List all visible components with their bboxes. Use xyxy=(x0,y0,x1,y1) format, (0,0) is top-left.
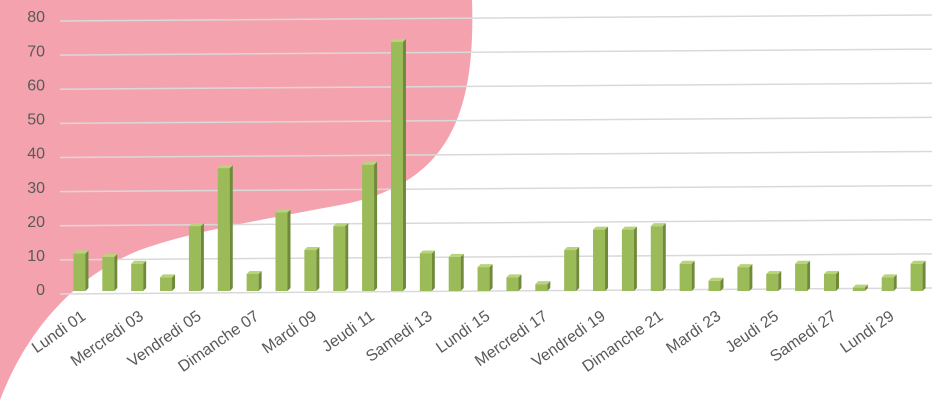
y-tick-label: 20 xyxy=(27,214,45,231)
bar xyxy=(362,165,374,291)
bar xyxy=(911,264,923,291)
bar-side xyxy=(259,271,262,291)
bar xyxy=(766,274,778,291)
bar-side xyxy=(576,247,579,291)
y-tick-label: 70 xyxy=(27,43,45,60)
y-tick-label: 80 xyxy=(27,9,45,26)
bar-side xyxy=(605,227,608,291)
bar xyxy=(506,277,518,291)
bar xyxy=(73,253,85,291)
bar-side xyxy=(230,165,233,291)
bar xyxy=(737,267,749,291)
bar xyxy=(680,264,692,291)
bar-side xyxy=(461,254,464,291)
bar xyxy=(449,257,461,291)
bar xyxy=(160,277,172,291)
x-tick-label: Mardi 09 xyxy=(259,308,320,358)
bar-side xyxy=(288,210,291,291)
bar xyxy=(102,257,114,291)
bar xyxy=(795,264,807,291)
bar xyxy=(304,250,316,291)
bar-side xyxy=(432,250,435,291)
bar xyxy=(247,274,259,291)
bar xyxy=(622,230,634,291)
bar-side xyxy=(85,250,88,291)
bar xyxy=(420,253,432,291)
bar xyxy=(131,264,143,291)
y-tick-label: 50 xyxy=(27,112,45,129)
y-tick-label: 40 xyxy=(27,146,45,163)
bar xyxy=(824,274,836,291)
bar xyxy=(709,281,721,291)
chart: 01020304050607080Lundi 01Mercredi 03Vend… xyxy=(0,0,932,410)
x-tick-label: Lundi 29 xyxy=(837,308,897,357)
bar-side xyxy=(374,162,377,291)
x-tick-label: Mardi 23 xyxy=(663,308,724,358)
bar-side xyxy=(316,247,319,291)
bar-side xyxy=(923,261,926,291)
y-tick-label: 10 xyxy=(27,248,45,265)
bar-side xyxy=(807,261,810,291)
y-tick-label: 60 xyxy=(27,77,45,94)
bar-side xyxy=(836,271,839,291)
bar xyxy=(333,226,345,291)
bar xyxy=(564,250,576,291)
bar xyxy=(593,230,605,291)
bar-side xyxy=(143,261,146,291)
bar xyxy=(535,284,547,291)
bar xyxy=(853,288,865,291)
bar-side xyxy=(201,223,204,291)
bar-side xyxy=(634,227,637,291)
bar-side xyxy=(403,39,406,291)
bar-side xyxy=(692,261,695,291)
bar-side xyxy=(114,254,117,291)
bar xyxy=(478,267,490,291)
bar xyxy=(276,213,288,291)
bar-side xyxy=(490,264,493,291)
bar-side xyxy=(749,264,752,291)
y-tick-label: 30 xyxy=(27,180,45,197)
bar-side xyxy=(663,223,666,291)
bar xyxy=(189,226,201,291)
y-tick-label: 0 xyxy=(36,282,45,299)
bar-side xyxy=(345,223,348,291)
bar xyxy=(218,168,230,291)
bar xyxy=(391,42,403,291)
bar xyxy=(882,277,894,291)
bar xyxy=(651,226,663,291)
bar-side xyxy=(778,271,781,291)
